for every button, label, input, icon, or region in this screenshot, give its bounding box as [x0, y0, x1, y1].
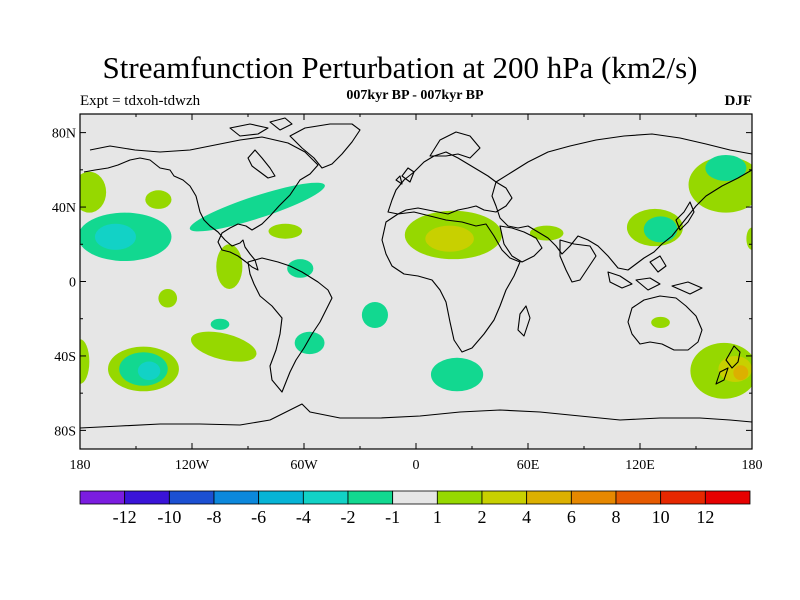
colorbar-label: -10 — [157, 507, 181, 527]
contour-region-mexico-pacific — [216, 244, 243, 289]
contour-region-s-atlantic-indian — [430, 357, 484, 392]
y-tick-label: 0 — [69, 276, 76, 291]
map-subtitle: 007kyr BP - 007kyr BP — [346, 88, 484, 103]
y-tick-label: 80N — [52, 127, 76, 142]
map-background — [80, 114, 752, 449]
coastline-british-isles — [395, 167, 415, 185]
contour-region-n-africa-inner — [425, 225, 474, 252]
colorbar-swatch — [481, 490, 528, 505]
colorbar-swatch — [526, 490, 572, 505]
coastline-south-america — [247, 257, 333, 393]
contour-region-subtrop-pacific-inner — [94, 223, 136, 250]
coastlines — [80, 117, 752, 429]
contour-region-n-atlantic-band — [189, 182, 325, 232]
colorbar-swatch — [570, 490, 617, 505]
contour-region-s-atlantic — [361, 301, 388, 329]
colorbar-swatch — [302, 490, 349, 505]
colorbar-label: 10 — [652, 507, 670, 527]
colorbar-label: -6 — [251, 507, 266, 527]
coastline-indonesia — [607, 255, 703, 295]
contour-regions — [80, 154, 752, 399]
contour-region-s-pacific-small — [210, 318, 230, 330]
x-tick-label: 0 — [413, 458, 420, 473]
coastline-antarctica — [80, 403, 752, 429]
coastline-africa — [381, 211, 521, 353]
experiment-label: Expt = tdxoh-tdwzh — [80, 93, 201, 109]
colorbar-swatch — [347, 490, 394, 505]
coastline-hudson-bay — [247, 149, 276, 179]
coastline-japan — [675, 201, 695, 231]
colorbar-label: 8 — [612, 507, 621, 527]
colorbar-swatch — [436, 490, 483, 505]
contour-region-australia — [651, 316, 670, 329]
colorbar-label: -4 — [296, 507, 311, 527]
colorbar: -12 -10 -8 -6 -4 -2 -1 1 2 4 6 8 10 12 — [79, 490, 751, 527]
colorbar-swatch — [124, 490, 170, 505]
contour-region-n-pacific-small — [145, 190, 172, 209]
contour-region-n-pacific-w — [80, 171, 107, 213]
x-tick-label: 180 — [70, 458, 91, 473]
colorbar-label: -12 — [113, 507, 137, 527]
coastline-madagascar — [517, 305, 531, 337]
colorbar-swatch — [168, 490, 215, 505]
coastline-asia — [491, 133, 752, 271]
contour-region-argentina — [294, 331, 325, 355]
colorbar-label: -2 — [341, 507, 356, 527]
colorbar-label: 4 — [522, 507, 531, 527]
contour-region-trop-atlantic-w — [287, 259, 314, 278]
y-tick-label: 80S — [54, 424, 76, 439]
contour-region-s-pacific-sw-inner — [137, 361, 161, 381]
map-title: Streamfunction Perturbation at 200 hPa (… — [102, 50, 698, 85]
x-tick-label: 60E — [517, 458, 540, 473]
colorbar-swatch — [258, 490, 304, 505]
x-tick-label: 60W — [290, 458, 318, 473]
coastline-greenland — [289, 123, 361, 169]
colorbar-swatch — [213, 490, 260, 505]
x-tick-label: 180 — [742, 458, 763, 473]
colorbar-label: 12 — [696, 507, 714, 527]
contour-region-trop-pacific-s — [158, 288, 178, 308]
coastline-europe — [387, 151, 513, 215]
contour-region-tasman-core — [733, 365, 749, 381]
coastline-australia — [627, 295, 703, 351]
colorbar-swatch — [660, 490, 706, 505]
coastline-arctic-islands — [229, 117, 293, 137]
season-label: DJF — [724, 93, 753, 109]
coastline-arabia — [499, 225, 543, 263]
axis-ticks: 180 120W 60W 0 60E 120E 180 80N 40N 0 40S 80S — [52, 114, 763, 473]
coastline-north-america — [83, 136, 319, 271]
y-tick-label: 40S — [54, 350, 76, 365]
contour-region-caribbean — [268, 223, 303, 239]
x-tick-label: 120E — [625, 458, 655, 473]
coastline-scandinavia — [429, 131, 481, 159]
colorbar-label: -1 — [385, 507, 400, 527]
colorbar-label: 6 — [567, 507, 576, 527]
y-tick-label: 40N — [52, 201, 76, 216]
contour-region-arabia — [529, 225, 564, 241]
coastline-india — [559, 239, 597, 283]
colorbar-swatch — [615, 490, 662, 505]
colorbar-swatch — [704, 490, 751, 505]
colorbar-swatch — [79, 490, 126, 505]
contour-region-w-pacific-inner — [643, 216, 678, 243]
contour-region-kamchatka-inner — [705, 154, 747, 182]
colorbar-swatch — [392, 490, 438, 505]
colorbar-label: 2 — [478, 507, 487, 527]
coastline-new-zealand — [715, 345, 741, 385]
x-tick-label: 120W — [175, 458, 210, 473]
contour-region-far-sw-pacific — [80, 339, 90, 384]
contour-region-s-pacific-mid — [190, 331, 257, 362]
colorbar-label: -8 — [207, 507, 222, 527]
colorbar-label: 1 — [433, 507, 442, 527]
